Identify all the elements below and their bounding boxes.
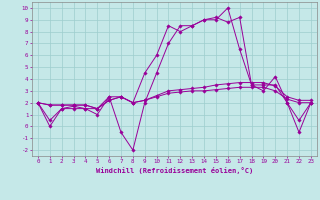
X-axis label: Windchill (Refroidissement éolien,°C): Windchill (Refroidissement éolien,°C) (96, 167, 253, 174)
